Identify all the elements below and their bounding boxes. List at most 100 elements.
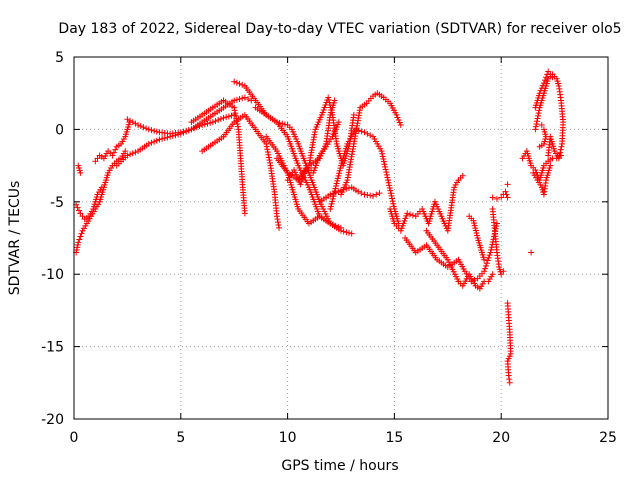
data-point bbox=[161, 135, 168, 142]
data-point bbox=[199, 122, 206, 129]
x-tick-label: 20 bbox=[492, 430, 510, 446]
data-point bbox=[370, 193, 377, 200]
x-tick-label: 5 bbox=[176, 430, 185, 446]
data-point bbox=[331, 97, 338, 104]
data-point bbox=[276, 224, 283, 231]
data-point bbox=[332, 183, 339, 190]
data-point bbox=[169, 132, 176, 139]
data-point bbox=[343, 229, 350, 236]
data-point bbox=[390, 200, 397, 207]
y-tick-label: -10 bbox=[41, 267, 64, 283]
data-point bbox=[220, 114, 227, 121]
data-point bbox=[151, 138, 158, 145]
y-tick-label: -5 bbox=[50, 195, 64, 211]
data-point bbox=[373, 191, 380, 198]
data-point bbox=[274, 219, 281, 226]
data-point bbox=[122, 148, 129, 155]
x-tick-label: 15 bbox=[385, 430, 403, 446]
data-point bbox=[332, 185, 339, 192]
data-point bbox=[393, 111, 400, 118]
data-point bbox=[390, 203, 397, 210]
axis-ticks: 0 5 10 15 20 25 -20 -15 -10 -5 0 5 bbox=[41, 50, 617, 446]
data-point bbox=[481, 268, 488, 275]
data-point bbox=[215, 116, 222, 123]
data-point bbox=[493, 195, 500, 202]
data-point bbox=[273, 213, 280, 220]
data-point bbox=[167, 133, 174, 140]
series-arc-g bbox=[188, 97, 248, 217]
data-point bbox=[543, 74, 550, 81]
series-arc-v bbox=[489, 206, 507, 278]
y-tick-label: -15 bbox=[41, 340, 64, 356]
data-point bbox=[533, 120, 540, 127]
data-point bbox=[140, 124, 147, 131]
data-point bbox=[536, 90, 543, 97]
x-axis-label: GPS time / hours bbox=[281, 458, 398, 474]
data-point bbox=[396, 119, 403, 126]
data-point bbox=[558, 143, 565, 150]
data-point bbox=[297, 181, 304, 188]
x-tick-label: 25 bbox=[599, 430, 617, 446]
data-point bbox=[73, 246, 80, 253]
data-point bbox=[75, 207, 82, 214]
data-point bbox=[532, 123, 539, 130]
data-point bbox=[379, 153, 386, 160]
series-arc-ad bbox=[532, 68, 556, 111]
x-tick-label: 10 bbox=[279, 430, 297, 446]
data-point bbox=[343, 185, 350, 192]
data-point bbox=[301, 170, 308, 177]
data-point bbox=[183, 128, 190, 135]
data-point bbox=[505, 372, 512, 379]
data-point bbox=[537, 87, 544, 94]
series-arc-e bbox=[124, 94, 255, 137]
data-point bbox=[245, 95, 252, 102]
data-point bbox=[532, 126, 539, 133]
data-point bbox=[388, 192, 395, 199]
data-point bbox=[74, 244, 81, 251]
data-point bbox=[74, 204, 81, 211]
data-point bbox=[153, 128, 160, 135]
series-arc-h bbox=[199, 111, 283, 231]
data-point bbox=[541, 77, 548, 84]
series-arc-aa bbox=[519, 148, 565, 184]
data-point bbox=[175, 131, 182, 138]
data-point bbox=[207, 119, 214, 126]
data-point bbox=[502, 188, 509, 195]
data-point bbox=[232, 110, 239, 117]
data-point bbox=[281, 121, 288, 128]
data-point bbox=[327, 203, 334, 210]
data-point bbox=[275, 221, 282, 228]
data-point bbox=[540, 80, 547, 87]
data-point bbox=[76, 236, 83, 243]
series-arc-z bbox=[528, 249, 535, 256]
grid bbox=[74, 57, 608, 419]
chart-title: Day 183 of 2022, Sidereal Day-to-day VTE… bbox=[58, 21, 621, 37]
data-point bbox=[331, 188, 338, 195]
data-point bbox=[264, 149, 271, 156]
data-point bbox=[387, 190, 394, 197]
data-point bbox=[340, 186, 347, 193]
data-point bbox=[384, 177, 391, 184]
data-point bbox=[381, 161, 388, 168]
data-point bbox=[538, 85, 545, 92]
data-point bbox=[380, 156, 387, 163]
data-point bbox=[124, 152, 131, 159]
series-arc-r bbox=[387, 172, 466, 234]
data-point bbox=[407, 211, 414, 218]
data-point bbox=[330, 193, 337, 200]
data-point bbox=[77, 233, 84, 240]
data-point bbox=[504, 181, 511, 188]
data-point bbox=[483, 260, 490, 267]
data-point bbox=[379, 150, 386, 157]
data-point bbox=[137, 123, 144, 130]
data-point bbox=[487, 249, 494, 256]
series-arc-t bbox=[423, 227, 496, 292]
data-point bbox=[232, 112, 239, 119]
data-point bbox=[201, 121, 208, 128]
data-point bbox=[557, 149, 564, 156]
data-point bbox=[534, 115, 541, 122]
data-point bbox=[404, 210, 411, 217]
data-point bbox=[350, 111, 357, 118]
data-point bbox=[331, 190, 338, 197]
